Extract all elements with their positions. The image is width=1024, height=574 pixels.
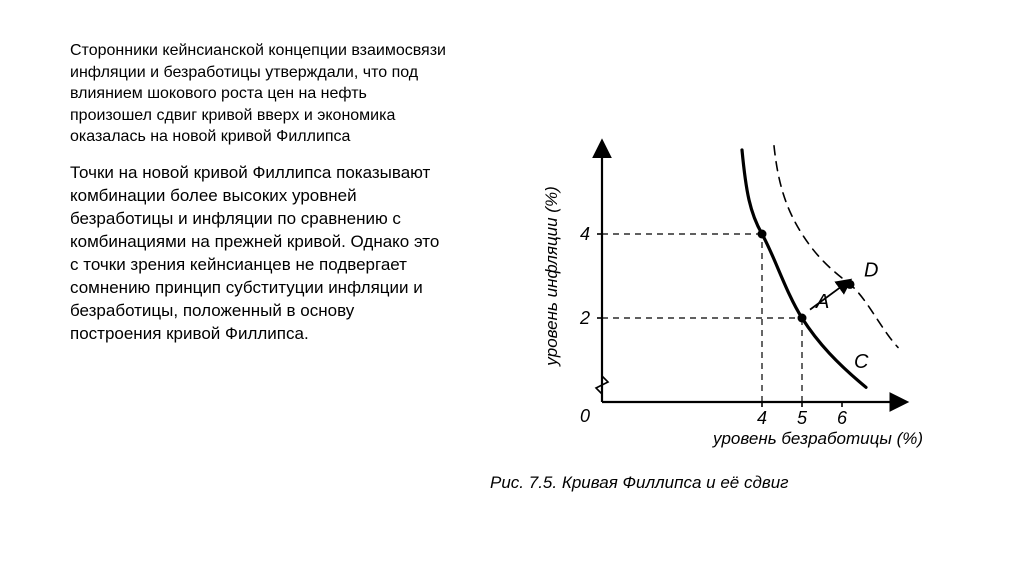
svg-text:4: 4 xyxy=(580,224,590,244)
svg-text:уровень безработицы (%): уровень безработицы (%) xyxy=(712,429,923,448)
paragraph-1: Сторонники кейнсианской концепции взаимо… xyxy=(70,40,450,148)
svg-text:A: A xyxy=(815,291,829,313)
svg-text:4: 4 xyxy=(757,408,767,428)
chart-svg: 2 4 4 5 6 0 A C Dуровень инфляции (%) уровень без… xyxy=(512,102,932,462)
figure-column: 2 4 4 5 6 0 A C Dуровень инфляции (%) уровень без… xyxy=(470,40,974,554)
svg-text:0: 0 xyxy=(580,406,590,426)
svg-text:D: D xyxy=(864,259,878,281)
paragraph-2: Точки на новой кривой Филлипса показываю… xyxy=(70,162,450,346)
figure-caption: Рис. 7.5. Кривая Филлипса и её сдвиг xyxy=(470,473,974,493)
svg-text:5: 5 xyxy=(797,408,808,428)
svg-text:2: 2 xyxy=(579,308,590,328)
phillips-curve-chart: 2 4 4 5 6 0 A C Dуровень инфляции (%) уровень без… xyxy=(512,102,932,467)
svg-text:6: 6 xyxy=(837,408,848,428)
text-column: Сторонники кейнсианской концепции взаимо… xyxy=(70,40,450,554)
svg-text:C: C xyxy=(854,351,869,373)
svg-text:уровень инфляции (%): уровень инфляции (%) xyxy=(542,186,561,366)
